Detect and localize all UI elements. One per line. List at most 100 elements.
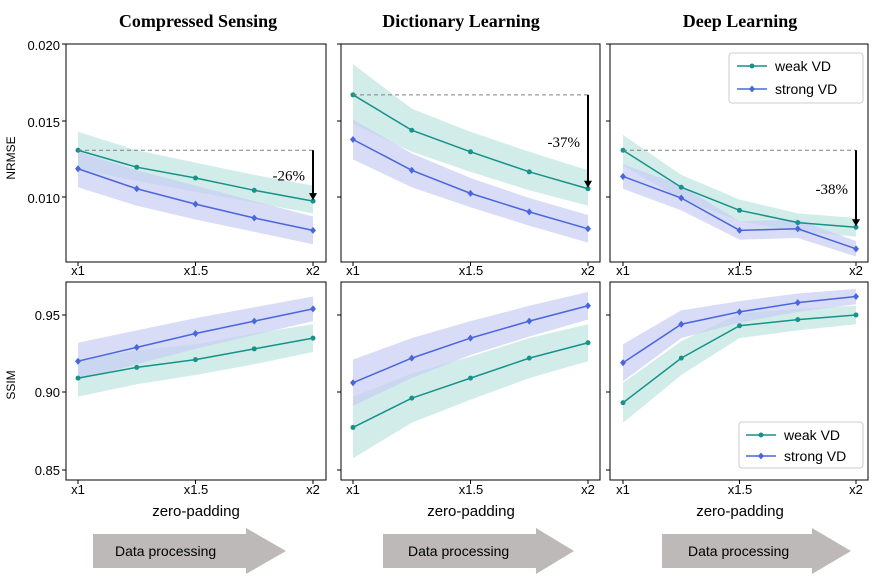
reduction-percentage: -38% bbox=[816, 182, 849, 198]
x-tick-label: x1 bbox=[71, 482, 85, 497]
legend-label-strong: strong VD bbox=[784, 448, 846, 464]
legend-marker-weak bbox=[758, 432, 764, 438]
data-point-weak bbox=[134, 364, 140, 370]
data-point-strong bbox=[526, 208, 533, 216]
data-point-weak bbox=[853, 312, 859, 318]
reduction-arrowhead bbox=[584, 180, 592, 188]
column-title-compressed-sensing: Compressed Sensing bbox=[119, 11, 277, 31]
x-tick-label: x1 bbox=[616, 263, 630, 278]
x-tick-label: x2 bbox=[581, 482, 595, 497]
data-point-weak bbox=[526, 169, 532, 175]
legend-marker-strong bbox=[749, 85, 755, 93]
x-tick-label: x1.5 bbox=[459, 263, 484, 278]
y-tick-label: 0.015 bbox=[27, 115, 60, 130]
x-axis-label: zero-padding bbox=[152, 503, 240, 520]
x-tick-label: x1.5 bbox=[184, 263, 209, 278]
data-point-weak bbox=[75, 375, 81, 381]
data-point-weak bbox=[134, 164, 140, 170]
x-tick-label: x1.5 bbox=[728, 263, 753, 278]
data-point-strong bbox=[585, 302, 591, 310]
reduction-arrowhead bbox=[852, 219, 860, 227]
data-processing-arrow: Data processing bbox=[383, 528, 574, 574]
data-point-strong bbox=[678, 194, 685, 202]
y-axis-label-nrmse: NRMSE bbox=[4, 136, 18, 179]
panel-1-0 bbox=[62, 281, 327, 484]
data-point-weak bbox=[350, 424, 356, 430]
data-point-strong bbox=[853, 293, 859, 301]
data-point-weak bbox=[795, 220, 801, 226]
data-point-strong bbox=[794, 225, 801, 233]
data-point-strong bbox=[408, 354, 415, 362]
reduction-arrowhead bbox=[309, 193, 317, 201]
data-point-weak bbox=[193, 357, 198, 363]
data-point-weak bbox=[737, 323, 742, 329]
data-point-weak bbox=[585, 340, 591, 346]
data-processing-label: Data processing bbox=[688, 543, 789, 559]
y-tick-label: 0.020 bbox=[27, 38, 60, 53]
column-title-deep-learning: Deep Learning bbox=[683, 11, 798, 31]
data-processing-arrow: Data processing bbox=[662, 528, 851, 574]
data-point-weak bbox=[251, 346, 257, 352]
data-point-weak bbox=[526, 355, 532, 361]
data-processing-label: Data processing bbox=[115, 543, 216, 559]
legend-top: weak VD strong VD bbox=[728, 52, 864, 104]
data-point-weak bbox=[468, 149, 473, 155]
data-point-strong bbox=[133, 185, 140, 193]
reduction-percentage: -26% bbox=[273, 169, 306, 185]
x-tick-label: x1 bbox=[346, 263, 360, 278]
x-tick-label: x2 bbox=[306, 482, 320, 497]
panel-0-0: -26% bbox=[62, 43, 327, 266]
data-point-strong bbox=[467, 334, 474, 342]
x-tick-labels-bottom-row: x1 x1.5 x2 x1 x1.5 x2 x1 x1.5 x2 bbox=[71, 482, 863, 497]
x-tick-label: x1.5 bbox=[184, 482, 209, 497]
x-axis-label: zero-padding bbox=[696, 503, 784, 520]
x-tick-label: x2 bbox=[849, 263, 863, 278]
x-tick-label: x1 bbox=[346, 482, 360, 497]
data-processing-arrow: Data processing bbox=[93, 528, 286, 574]
data-point-strong bbox=[310, 305, 316, 313]
x-tick-label: x2 bbox=[849, 482, 863, 497]
data-point-weak bbox=[737, 207, 742, 213]
x-tick-label: x1.5 bbox=[459, 482, 484, 497]
legend-label-weak: weak VD bbox=[774, 58, 831, 74]
y-tick-label: 0.010 bbox=[27, 191, 60, 206]
legend-marker-weak bbox=[749, 63, 755, 69]
data-point-weak bbox=[251, 187, 257, 193]
data-point-weak bbox=[795, 317, 801, 323]
x-tick-label: x2 bbox=[306, 263, 320, 278]
data-point-strong bbox=[310, 226, 316, 234]
x-tick-label: x1.5 bbox=[728, 482, 753, 497]
legend-marker-strong bbox=[758, 452, 764, 460]
y-tick-label: 0.85 bbox=[35, 463, 60, 478]
y-axis-label-ssim: SSIM bbox=[4, 370, 18, 399]
panel-1-1 bbox=[337, 281, 601, 484]
data-point-weak bbox=[853, 224, 859, 230]
data-point-weak bbox=[620, 400, 626, 406]
y-tick-label: 0.95 bbox=[35, 308, 60, 323]
data-point-strong bbox=[794, 299, 801, 307]
data-point-weak bbox=[409, 395, 415, 401]
column-title-dictionary-learning: Dictionary Learning bbox=[382, 11, 540, 31]
data-point-strong bbox=[133, 343, 140, 351]
data-point-strong bbox=[192, 200, 199, 208]
confidence-band-strong bbox=[78, 296, 313, 380]
x-tick-labels-top-row: x1 x1.5 x2 x1 x1.5 x2 x1 x1.5 x2 bbox=[71, 263, 863, 278]
data-point-weak bbox=[585, 186, 591, 192]
data-point-strong bbox=[350, 379, 356, 387]
x-axis-label: zero-padding bbox=[427, 503, 515, 520]
data-point-weak bbox=[310, 335, 316, 341]
data-point-strong bbox=[736, 308, 743, 316]
x-tick-label: x1 bbox=[616, 482, 630, 497]
data-point-strong bbox=[350, 135, 356, 143]
x-tick-label: x2 bbox=[581, 263, 595, 278]
data-point-weak bbox=[310, 198, 316, 204]
data-point-strong bbox=[251, 317, 258, 325]
data-point-weak bbox=[409, 127, 415, 133]
data-point-strong bbox=[620, 359, 626, 367]
confidence-band-weak bbox=[78, 131, 313, 214]
data-point-strong bbox=[620, 172, 626, 180]
data-point-strong bbox=[467, 189, 474, 197]
panel-1-2 bbox=[606, 281, 869, 484]
data-point-weak bbox=[678, 184, 684, 190]
